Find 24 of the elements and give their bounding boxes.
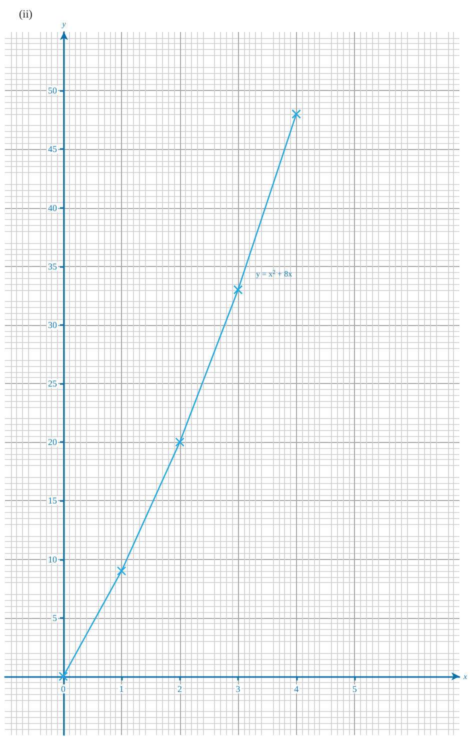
point [292,109,301,119]
x-tick-label: 5 [352,684,358,694]
y-tick-label: 35 [48,261,58,272]
point [233,285,243,294]
y-tick-label: 10 [48,554,58,564]
y-tick-label: 25 [48,378,58,388]
x-tick-label: 2 [178,684,182,694]
y-tick-label: 50 [48,86,58,96]
y-tick-label: 15 [48,496,58,506]
point [175,437,184,447]
x-axis-title: x [462,672,468,681]
x-tick-label: 0 [61,684,66,694]
y-tick-label: 30 [48,320,58,330]
point [58,672,68,682]
x-tick-label: 4 [294,684,300,694]
x-tick-label: 3 [236,684,241,694]
y-tick-label: 40 [48,202,58,213]
point [116,566,126,576]
y-tick-label: 5 [52,612,58,623]
chart-title: (ii) [19,8,33,20]
x-tick-label: 1 [119,684,124,694]
y-tick-label: 45 [48,144,58,154]
y-tick-label: 20 [48,437,58,448]
y-axis-title: y [61,20,66,28]
